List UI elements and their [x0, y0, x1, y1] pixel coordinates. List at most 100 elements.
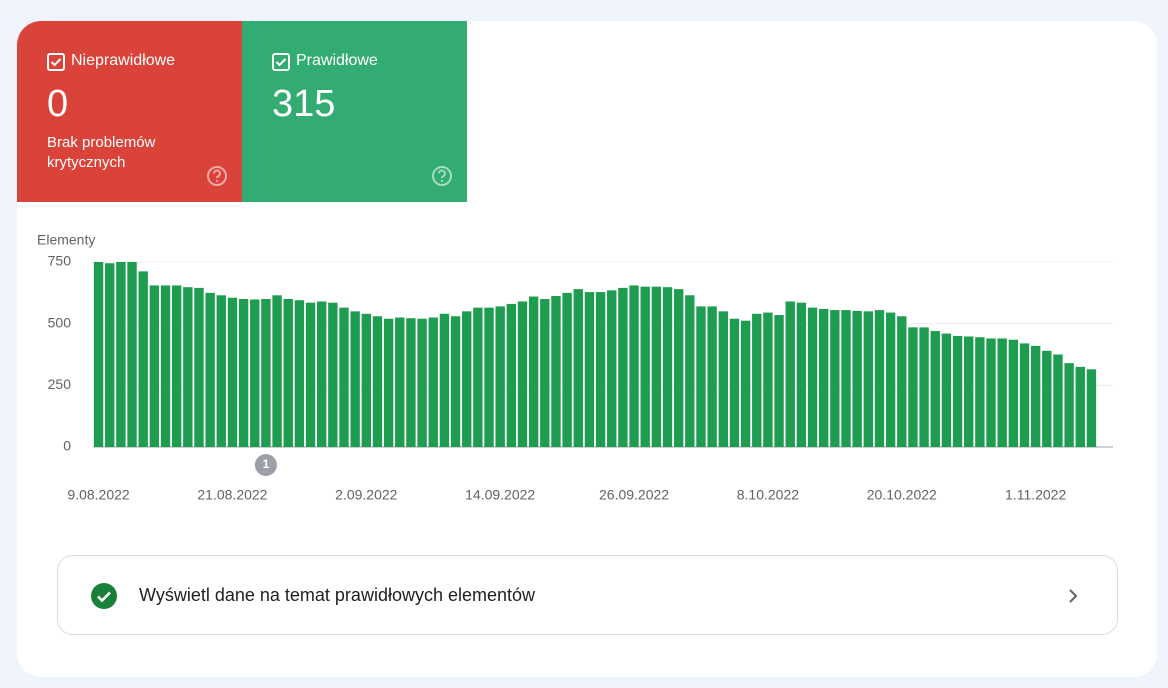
bar — [540, 299, 550, 447]
bar — [562, 292, 572, 447]
bar — [819, 308, 829, 447]
bar — [897, 316, 907, 447]
bar — [662, 287, 673, 447]
bar — [964, 336, 974, 447]
bar — [997, 338, 1007, 447]
bar — [406, 318, 416, 447]
link-text: Wyświetl dane na temat prawidłowych elem… — [139, 585, 536, 605]
bar — [328, 302, 338, 447]
bar — [685, 295, 695, 447]
bar — [462, 311, 472, 447]
bar — [149, 285, 160, 447]
bar — [941, 333, 952, 447]
checkbox[interactable] — [47, 53, 65, 71]
bar — [841, 310, 851, 447]
bar — [484, 307, 494, 447]
x-tick-label: 8.10.2022 — [737, 487, 799, 503]
annotation-marker — [254, 454, 277, 476]
bar — [930, 331, 940, 447]
x-tick-label: 2.09.2022 — [335, 487, 397, 503]
bar — [339, 307, 349, 447]
bar — [294, 300, 305, 447]
report-card: Nieprawidłowe 0 Brak problemów krytyczny… — [17, 21, 1157, 677]
help-icon[interactable] — [206, 165, 228, 187]
tile-note: Brak problemów krytycznych — [47, 134, 156, 171]
bar — [1030, 345, 1041, 447]
bar — [908, 327, 918, 447]
x-tick-label: 21.08.2022 — [197, 487, 267, 503]
annotation-text: 1 — [263, 457, 270, 471]
bar — [495, 306, 505, 447]
bar — [517, 301, 528, 447]
bar — [450, 316, 461, 447]
bar — [272, 295, 282, 447]
bar — [317, 301, 327, 447]
bar — [673, 289, 684, 447]
y-tick-label: 750 — [48, 253, 72, 269]
checkbox[interactable] — [272, 53, 290, 71]
valid-items-link[interactable]: Wyświetl dane na temat prawidłowych elem… — [57, 555, 1118, 635]
bar — [852, 310, 862, 447]
bar — [952, 336, 963, 447]
bar — [227, 297, 238, 447]
bar — [807, 307, 818, 447]
bar — [383, 318, 394, 447]
bar — [216, 295, 226, 447]
bar — [428, 317, 438, 447]
bar — [473, 307, 483, 447]
bar — [350, 311, 360, 447]
bar — [573, 289, 583, 447]
bar — [584, 292, 595, 447]
bar — [696, 306, 706, 447]
bar — [975, 337, 985, 447]
bar — [171, 285, 182, 447]
valid-tile[interactable]: Prawidłowe 315 — [242, 21, 467, 202]
y-tick-label: 500 — [48, 314, 72, 330]
chart: Elementy 0 250 500 750 9.08.2022 21.08.2022 2.… — [37, 232, 1113, 503]
bar — [417, 318, 427, 447]
bar — [506, 303, 517, 447]
x-tick-label: 26.09.2022 — [599, 487, 669, 503]
bar — [283, 299, 293, 447]
x-tick-label: 20.10.2022 — [867, 487, 937, 503]
bar — [752, 313, 762, 447]
y-tick-label: 250 — [48, 376, 72, 392]
bar — [238, 299, 249, 447]
bar — [93, 262, 104, 447]
bar — [785, 301, 795, 447]
bar — [305, 302, 316, 447]
tile-count: 315 — [272, 83, 336, 125]
bar — [796, 302, 807, 447]
x-tick-label: 1.11.2022 — [1005, 487, 1066, 503]
bar — [160, 285, 171, 447]
chevron — [1069, 589, 1078, 603]
tile-count: 0 — [47, 83, 69, 125]
bar — [729, 318, 740, 447]
help-icon[interactable] — [431, 165, 453, 187]
bar — [874, 310, 885, 447]
bar — [1053, 354, 1063, 447]
bar — [361, 313, 371, 447]
bar — [105, 263, 115, 447]
bar — [629, 285, 639, 447]
tile-label: Prawidłowe — [296, 52, 378, 69]
bar — [1086, 369, 1097, 447]
bar — [763, 312, 773, 447]
bar — [885, 312, 896, 447]
bar — [1019, 343, 1030, 447]
bar — [138, 271, 148, 447]
check-icon — [91, 583, 117, 609]
bar — [640, 286, 650, 447]
error-tile[interactable]: Nieprawidłowe 0 Brak problemów krytyczny… — [17, 21, 242, 202]
bar — [863, 311, 873, 447]
bar — [1008, 339, 1019, 447]
tile-label: Nieprawidłowe — [71, 52, 176, 69]
bar — [528, 296, 539, 447]
bar — [607, 290, 617, 447]
bar — [205, 292, 215, 447]
bar — [439, 313, 450, 447]
bar — [127, 262, 137, 447]
y-axis-label: Elementy — [37, 232, 95, 248]
bar — [1075, 366, 1085, 447]
bar — [372, 316, 383, 447]
